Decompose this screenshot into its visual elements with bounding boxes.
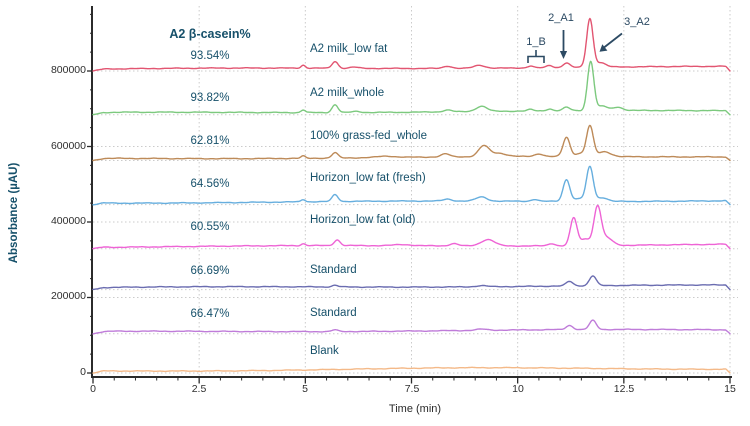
x-axis-label: Time (min) bbox=[388, 403, 442, 415]
series-label: A2 milk_whole bbox=[310, 87, 385, 99]
x-tick-label: 12.5 bbox=[613, 383, 635, 395]
y-tick-label: 400000 bbox=[50, 215, 86, 227]
x-tick-label: 7.5 bbox=[404, 383, 420, 395]
x-tick-label: 2.5 bbox=[191, 383, 207, 395]
peak-annotation-3a2: 3_A2 bbox=[624, 16, 650, 28]
x-tick-label: 15 bbox=[724, 383, 736, 395]
y-tick-label: 200000 bbox=[50, 290, 86, 302]
x-tick-label: 5 bbox=[302, 383, 308, 395]
series-label: A2 milk_low fat bbox=[310, 43, 388, 55]
series-label: Horizon_low fat (old) bbox=[310, 214, 416, 226]
y-axis-label: Absorbance (µAU) bbox=[8, 162, 20, 264]
casein-percent-label: 66.47% bbox=[190, 308, 230, 320]
chart-title: A2 β-casein% bbox=[169, 27, 251, 41]
peak-annotation-2a1: 2_A1 bbox=[548, 12, 574, 24]
series-label: Standard bbox=[310, 307, 357, 319]
series-label: Standard bbox=[310, 264, 357, 276]
series-label: Horizon_low fat (fresh) bbox=[310, 172, 426, 184]
series-label: Blank bbox=[310, 345, 339, 357]
series-label: 100% grass-fed_whole bbox=[310, 130, 427, 142]
peak-annotation-1b: 1_B bbox=[526, 36, 546, 48]
y-tick-label: 800000 bbox=[50, 64, 86, 76]
casein-percent-label: 62.81% bbox=[190, 135, 230, 147]
casein-percent-label: 93.54% bbox=[190, 50, 230, 62]
casein-percent-label: 66.69% bbox=[190, 265, 230, 277]
y-tick-label: 0 bbox=[80, 366, 86, 378]
x-tick-label: 10 bbox=[512, 383, 524, 395]
y-tick-label: 600000 bbox=[50, 140, 86, 152]
casein-percent-label: 60.55% bbox=[190, 221, 230, 233]
x-tick-label: 0 bbox=[90, 383, 96, 395]
casein-percent-label: 64.56% bbox=[190, 178, 230, 190]
casein-percent-label: 93.82% bbox=[190, 92, 230, 104]
